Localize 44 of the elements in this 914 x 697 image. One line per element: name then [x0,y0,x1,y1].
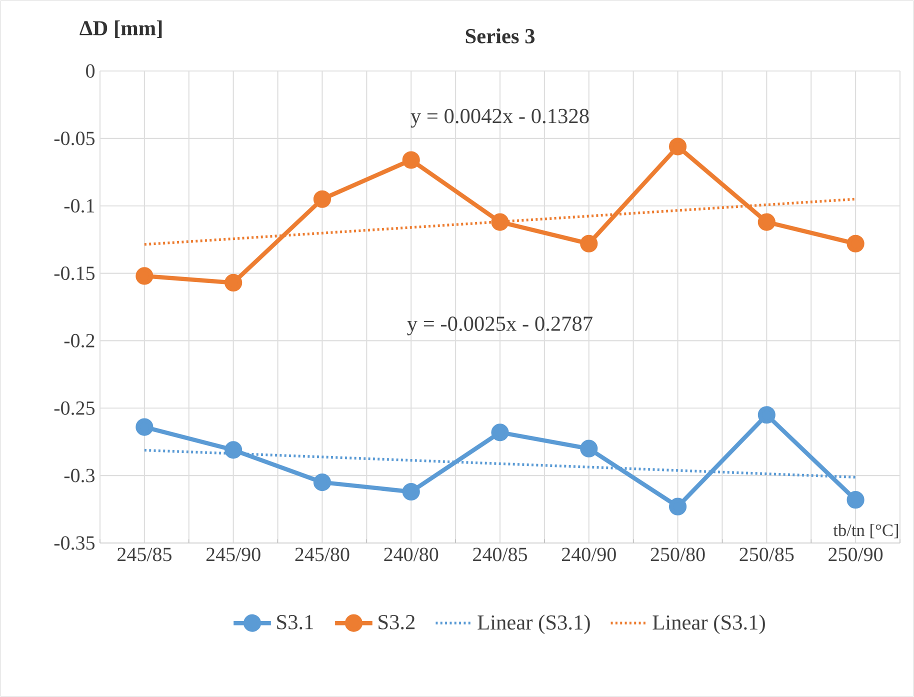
point [846,234,864,252]
y-tick-label: -0.25 [54,401,95,415]
x-tick-label: 240/80 [384,548,438,562]
point [136,418,154,436]
x-tick-label: 250/90 [828,548,883,562]
y-tick-label: 0 [86,64,95,78]
point [846,491,864,509]
point [224,441,242,459]
y-tick-label: -0.35 [54,536,95,550]
point [402,151,420,169]
point [758,406,776,424]
point [580,234,598,252]
y-tick-label: -0.1 [64,199,94,213]
x-tick-label: 240/90 [562,548,616,562]
point [224,274,242,292]
point [491,424,509,442]
annotation: y = -0.0025x - 0.2787 [407,316,592,336]
x-tick-label: 250/85 [740,548,794,562]
point [313,474,332,492]
y-tick-label: -0.2 [64,334,94,348]
chart-title: Series 3 [466,28,535,44]
x-axis-title: tb/tn [°C] [833,524,898,538]
point [313,190,332,208]
x-tick-label: 245/90 [206,548,260,562]
legend-label: S3.1 [277,615,313,630]
point [758,213,776,231]
legend-label: Linear (S3.1) [652,614,765,634]
y-tick-label: -0.05 [54,132,95,146]
y-tick-label: -0.3 [64,468,95,482]
point [491,213,509,231]
annotation: y = 0.0042x - 0.1328 [410,108,589,128]
x-tick-label: 250/80 [650,548,705,562]
x-tick-label: 240/85 [473,548,528,562]
point [136,267,154,285]
y-tick-label: -0.15 [54,266,95,280]
x-tick-label: 245/80 [295,548,350,562]
y-axis-title: ΔD [mm] [80,20,162,38]
point [402,482,420,501]
point [580,440,598,458]
point [668,138,687,156]
legend-label: S3.2 [378,615,415,630]
legend-label: Linear (S3.1) [478,614,590,634]
x-tick-label: 245/85 [118,548,172,562]
point [668,498,687,516]
